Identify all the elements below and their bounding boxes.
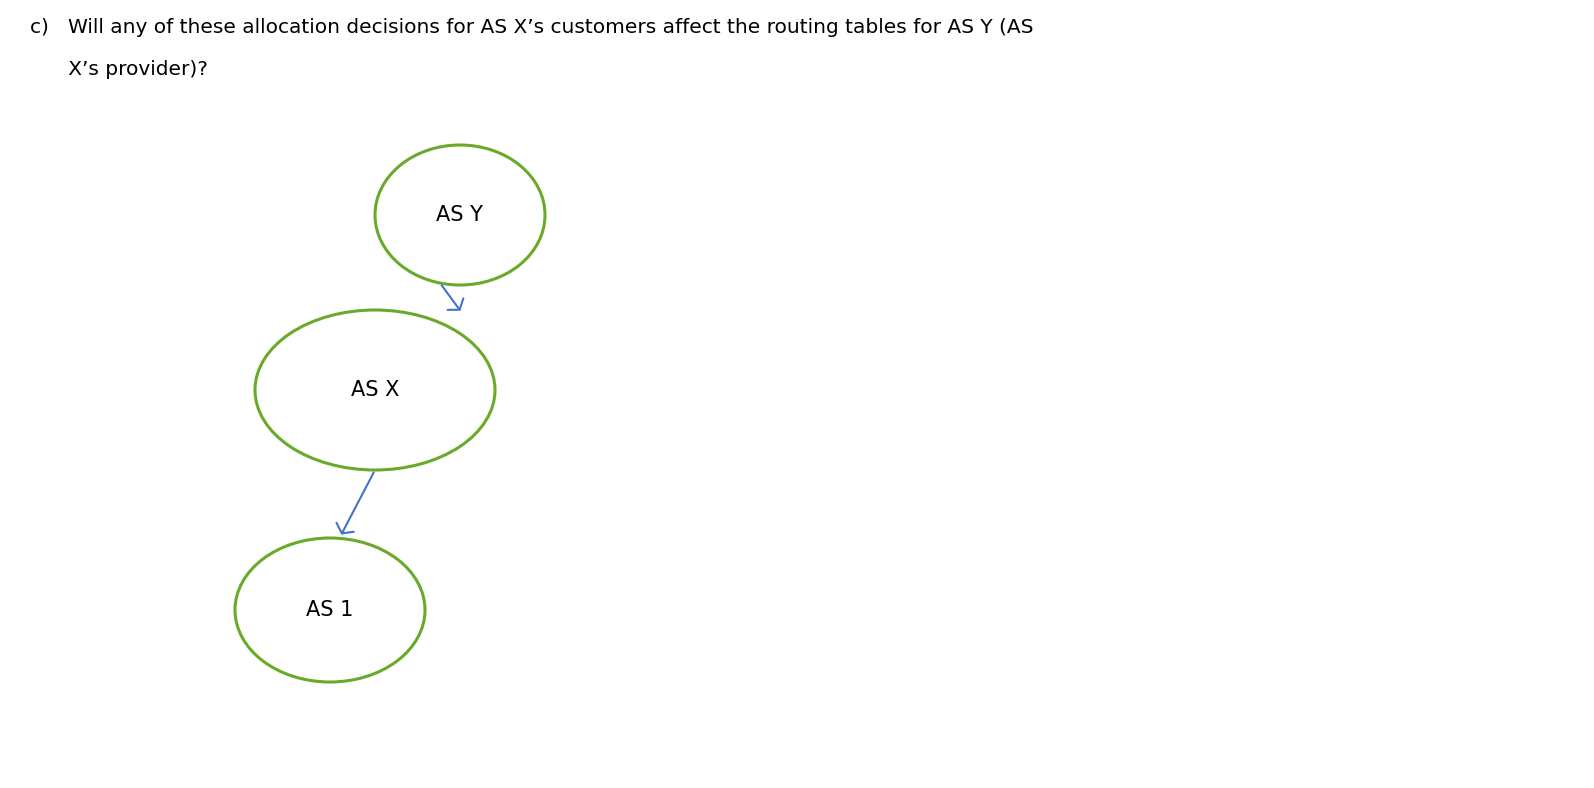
Text: X’s provider)?: X’s provider)?: [30, 60, 207, 79]
Text: AS Y: AS Y: [437, 205, 483, 225]
Text: AS X: AS X: [351, 380, 398, 400]
Text: AS 1: AS 1: [306, 600, 354, 620]
Text: c)   Will any of these allocation decisions for AS X’s customers affect the rout: c) Will any of these allocation decision…: [30, 18, 1033, 37]
